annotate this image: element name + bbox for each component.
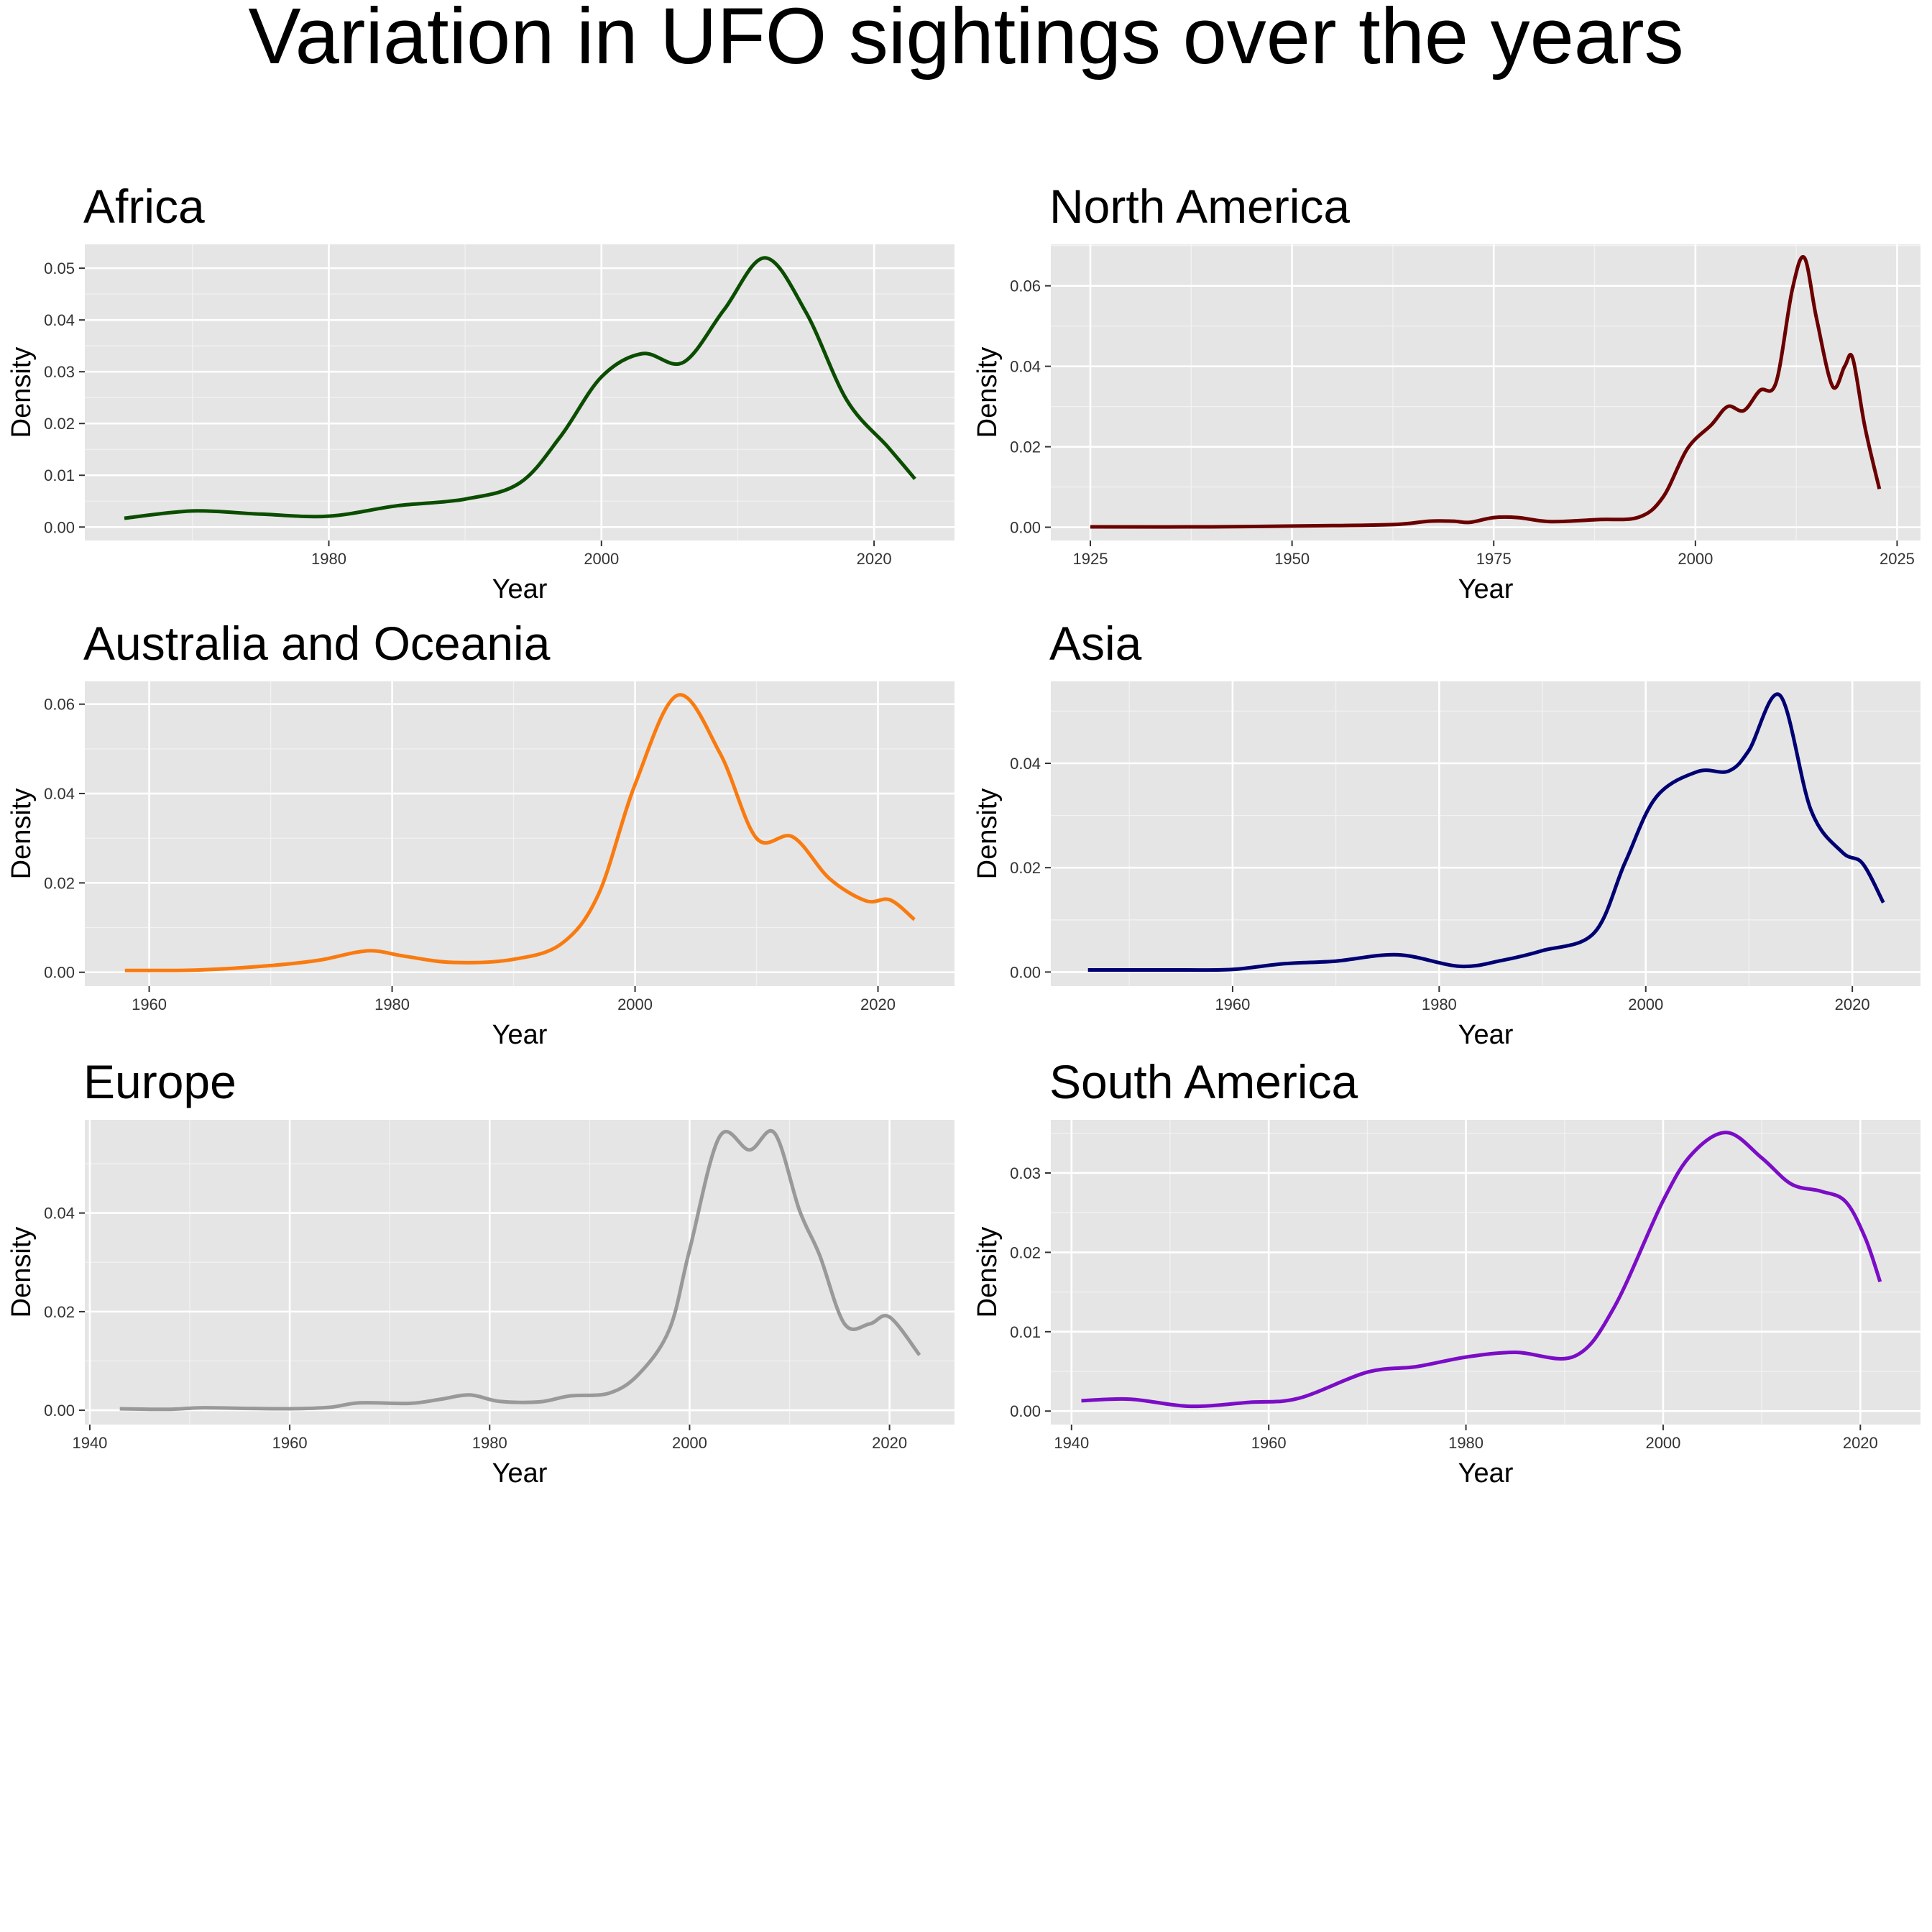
y-tick-label: 0.01	[1010, 1323, 1041, 1341]
y-tick-label: 0.04	[44, 785, 75, 803]
y-tick-label: 0.02	[44, 1303, 75, 1321]
y-tick-label: 0.03	[1010, 1164, 1041, 1182]
x-tick-label: 2000	[584, 550, 619, 568]
series-line	[124, 693, 916, 972]
y-tick-label: 0.06	[44, 696, 75, 714]
y-tick-label: 0.06	[1010, 277, 1041, 295]
series-line	[1081, 1131, 1882, 1409]
y-tick-label: 0.00	[1010, 1402, 1041, 1420]
y-tick-label: 0.01	[44, 466, 75, 484]
y-tick-label: 0.04	[1010, 358, 1041, 376]
main-title: Variation in UFO sightings over the year…	[248, 0, 1683, 80]
x-tick-label: 1980	[1448, 1434, 1484, 1452]
panel-5: South America 1940 1960 1980 2000 2020 0.00 0.0…	[972, 1055, 1920, 1489]
y-tick-label: 0.04	[44, 1205, 75, 1223]
y-tick-label: 0.04	[1010, 755, 1041, 773]
y-tick-label: 0.00	[44, 964, 75, 982]
x-tick-label: 2000	[617, 995, 653, 1013]
y-axis-title: Density	[972, 1227, 1003, 1318]
panel-4: Europe 1940 1960 1980 2000 2020 0.00 0.02 0.04 Ye…	[6, 1055, 954, 1489]
plot-background	[1051, 681, 1920, 986]
x-tick-label: 1960	[132, 995, 167, 1013]
plot-background	[1051, 244, 1920, 540]
x-axis-title: Year	[1458, 574, 1514, 604]
y-tick-label: 0.00	[1010, 963, 1041, 981]
x-tick-label: 1975	[1476, 550, 1512, 568]
x-axis-title: Year	[1458, 1020, 1514, 1050]
y-tick-label: 0.02	[44, 874, 75, 892]
x-axis-title: Year	[492, 1458, 548, 1489]
y-tick-label: 0.02	[1010, 859, 1041, 877]
panel-0: Africa 1980 2000 2020 0.00 0.01 0.02 0.03 0.04 0.…	[6, 180, 954, 604]
x-tick-label: 2000	[1628, 995, 1663, 1013]
x-tick-label: 2020	[857, 550, 892, 568]
panel-title: Australia and Oceania	[83, 617, 551, 670]
x-tick-label: 2020	[1835, 995, 1870, 1013]
y-axis-title: Density	[972, 347, 1003, 438]
plot-background	[85, 1120, 954, 1425]
panel-title: Africa	[83, 180, 205, 233]
series-line	[1090, 254, 1882, 529]
series-line	[1087, 692, 1885, 972]
panel-title: Asia	[1049, 617, 1142, 670]
x-tick-label: 1940	[1054, 1434, 1089, 1452]
x-tick-label: 1960	[1251, 1434, 1287, 1452]
series-line	[124, 256, 916, 520]
y-tick-label: 0.04	[44, 311, 75, 329]
x-tick-label: 2000	[1645, 1434, 1680, 1452]
x-tick-label: 1950	[1274, 550, 1310, 568]
y-tick-label: 0.02	[44, 415, 75, 433]
y-axis-title: Density	[6, 347, 37, 438]
x-tick-label: 1925	[1073, 550, 1108, 568]
x-tick-label: 1980	[374, 995, 410, 1013]
y-tick-label: 0.05	[44, 259, 75, 277]
series-line	[119, 1129, 921, 1412]
y-axis-title: Density	[972, 788, 1003, 880]
x-tick-label: 1980	[1422, 995, 1457, 1013]
x-axis-title: Year	[492, 1020, 548, 1050]
x-axis-title: Year	[1458, 1458, 1514, 1489]
plot-background	[1051, 1120, 1920, 1425]
y-tick-label: 0.02	[1010, 438, 1041, 456]
x-tick-label: 2020	[872, 1434, 907, 1452]
panels: Africa 1980 2000 2020 0.00 0.01 0.02 0.03 0.04 0.…	[6, 180, 1920, 1489]
y-tick-label: 0.00	[1010, 519, 1041, 537]
x-tick-label: 1960	[272, 1434, 308, 1452]
x-tick-label: 1980	[311, 550, 346, 568]
x-tick-label: 2025	[1880, 550, 1915, 568]
y-axis-title: Density	[6, 788, 37, 880]
x-tick-label: 1940	[72, 1434, 107, 1452]
y-axis-title: Density	[6, 1227, 37, 1318]
x-tick-label: 2020	[860, 995, 896, 1013]
x-tick-label: 1980	[472, 1434, 507, 1452]
panel-2: Australia and Oceania 1960 1980 2000 2020 0.0…	[6, 617, 954, 1050]
x-tick-label: 2000	[672, 1434, 707, 1452]
y-tick-label: 0.03	[44, 363, 75, 381]
panel-3: Asia 1960 1980 2000 2020 0.00 0.02 0.04 Year Dens…	[972, 617, 1920, 1050]
panel-1: North America 1925 1950 1975 2000 2025 0.00 0.0…	[972, 180, 1920, 604]
plot-background	[85, 244, 954, 540]
x-tick-label: 1960	[1215, 995, 1250, 1013]
panel-title: South America	[1049, 1055, 1358, 1108]
panel-title: North America	[1049, 180, 1350, 233]
plot-background	[85, 681, 954, 986]
x-tick-label: 2020	[1843, 1434, 1878, 1452]
panel-title: Europe	[83, 1055, 236, 1108]
x-axis-title: Year	[492, 574, 548, 604]
y-tick-label: 0.00	[44, 518, 75, 536]
y-tick-label: 0.02	[1010, 1243, 1041, 1261]
y-tick-label: 0.00	[44, 1402, 75, 1420]
x-tick-label: 2000	[1678, 550, 1713, 568]
